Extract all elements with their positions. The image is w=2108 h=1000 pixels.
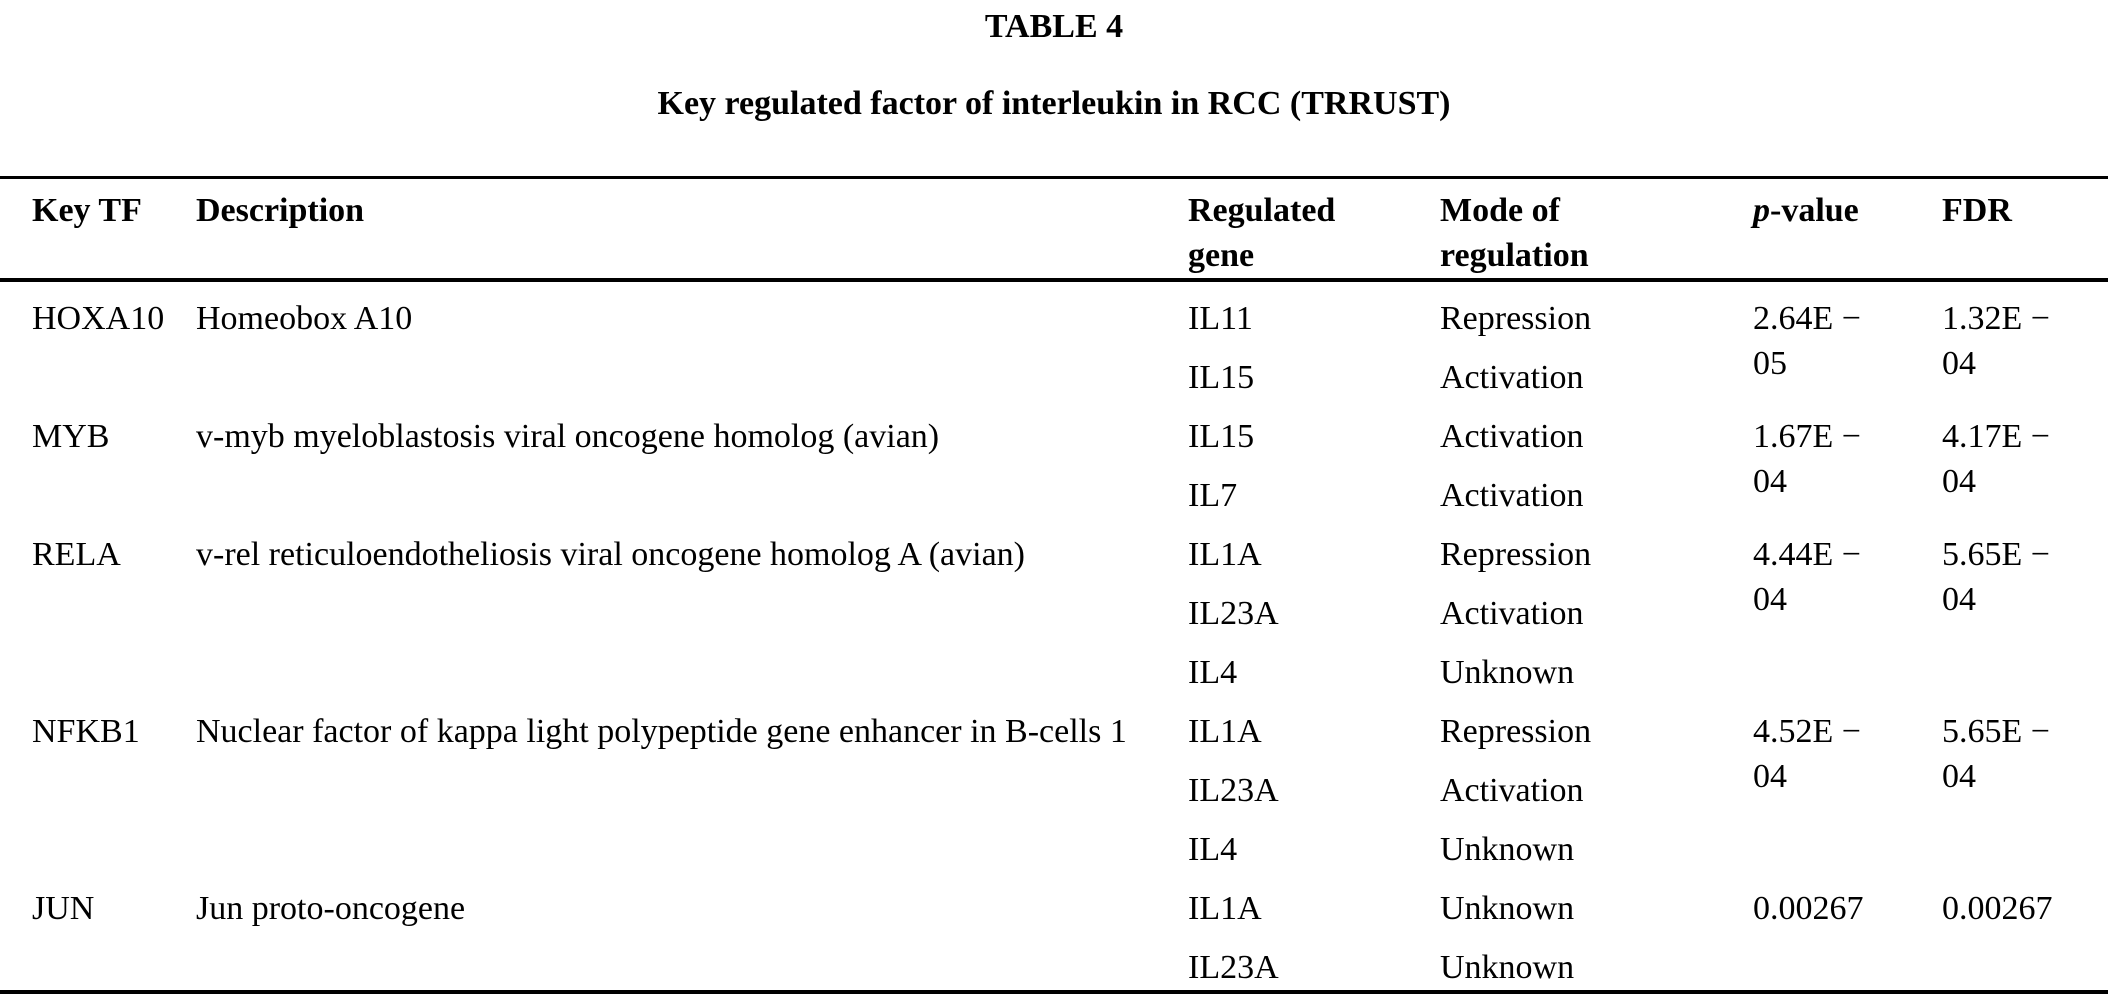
table-row: NFKB1 Nuclear factor of kappa light polyp… xyxy=(0,695,2108,795)
gene-cell: IL4 xyxy=(1188,831,1238,868)
p-value-cell: 1.67E − 04 xyxy=(1753,400,1942,518)
fdr-cell-value: 4.17E − 04 xyxy=(1942,418,2050,500)
fdr-cell: 4.17E − 04 xyxy=(1942,400,2108,518)
p-value-cell: 4.44E − 04 xyxy=(1753,518,1942,695)
mode-cell: Unknown xyxy=(1440,949,1575,986)
mode-cell: Unknown xyxy=(1440,654,1575,691)
table-label: TABLE 4 xyxy=(984,8,1124,45)
gene-cell: IL11 xyxy=(1188,300,1253,337)
table-row: IL23A Activation xyxy=(0,577,2108,636)
description-cell: Jun proto-oncogene xyxy=(196,890,466,927)
table-row: IL15 Activation xyxy=(0,341,2108,400)
p-value-rest: -value xyxy=(1770,192,1859,229)
gene-cell: IL23A xyxy=(1188,949,1279,986)
table-row: IL4 Unknown xyxy=(0,813,2108,872)
fdr-cell-value: 0.00267 xyxy=(1942,890,2053,927)
mode-cell: Unknown xyxy=(1440,890,1575,927)
column-header-regulated-gene-label: Regulated gene xyxy=(1188,192,1336,274)
column-header-regulated-gene: Regulated gene xyxy=(1188,178,1440,281)
gene-cell: IL23A xyxy=(1188,595,1279,632)
p-value-cell: 4.52E − 04 xyxy=(1753,695,1942,872)
fdr-cell-value: 1.32E − 04 xyxy=(1942,300,2050,382)
mode-cell: Activation xyxy=(1440,418,1584,455)
mode-cell: Unknown xyxy=(1440,831,1575,868)
gene-cell: IL1A xyxy=(1188,536,1262,573)
p-value-cell-value: 4.52E − 04 xyxy=(1753,713,1861,795)
table-caption: Key regulated factor of interleukin in R… xyxy=(657,85,1451,122)
column-header-mode-label: Mode of regulation xyxy=(1440,192,1589,274)
fdr-cell-value: 5.65E − 04 xyxy=(1942,536,2050,618)
description-cell: v-rel reticuloendotheliosis viral oncoge… xyxy=(196,536,1025,573)
tf-cell: HOXA10 xyxy=(32,300,165,337)
key-tf-table: Key TF Description Regulated gene Mode o… xyxy=(0,176,2108,994)
p-value-cell-value: 2.64E − 05 xyxy=(1753,300,1861,382)
fdr-cell: 0.00267 xyxy=(1942,872,2108,992)
gene-cell: IL1A xyxy=(1188,713,1262,750)
column-header-description: Description xyxy=(196,192,365,229)
gene-cell: IL15 xyxy=(1188,418,1255,455)
tf-cell: JUN xyxy=(32,890,95,927)
description-cell: v-myb myeloblastosis viral oncogene homo… xyxy=(196,418,940,455)
column-header-mode-of-regulation: Mode of regulation xyxy=(1440,178,1753,281)
description-cell: Nuclear factor of kappa light polypeptid… xyxy=(196,713,1127,750)
table-row: MYB v-myb myeloblastosis viral oncogene h… xyxy=(0,400,2108,500)
p-value-cell: 2.64E − 05 xyxy=(1753,280,1942,400)
column-header-p-value: p-value xyxy=(1753,178,1942,281)
mode-cell: Repression xyxy=(1440,713,1592,750)
mode-cell: Activation xyxy=(1440,595,1584,632)
gene-cell: IL1A xyxy=(1188,890,1262,927)
fdr-cell: 5.65E − 04 xyxy=(1942,518,2108,695)
table-row: IL4 Unknown xyxy=(0,636,2108,695)
table-row: IL23A Unknown xyxy=(0,931,2108,992)
fdr-cell-value: 5.65E − 04 xyxy=(1942,713,2050,795)
tf-cell: NFKB1 xyxy=(32,713,140,750)
description-cell: Homeobox A10 xyxy=(196,300,413,337)
table-body: HOXA10 Homeobox A10 IL11 Repression 2.64E − … xyxy=(0,280,2108,992)
p-value-cell-value: 0.00267 xyxy=(1753,890,1864,927)
table-row: IL23A Activation xyxy=(0,754,2108,813)
p-value-cell: 0.00267 xyxy=(1753,872,1942,992)
mode-cell: Activation xyxy=(1440,772,1584,809)
column-header-key-tf: Key TF xyxy=(32,192,142,229)
header-row: Key TF Description Regulated gene Mode o… xyxy=(0,178,2108,281)
mode-cell: Activation xyxy=(1440,359,1584,396)
table-header: Key TF Description Regulated gene Mode o… xyxy=(0,178,2108,281)
fdr-cell: 5.65E − 04 xyxy=(1942,695,2108,872)
table-row: RELA v-rel reticuloendotheliosis viral on… xyxy=(0,518,2108,618)
fdr-cell: 1.32E − 04 xyxy=(1942,280,2108,400)
table-row: HOXA10 Homeobox A10 IL11 Repression 2.64E − … xyxy=(0,280,2108,382)
gene-cell: IL7 xyxy=(1188,477,1238,514)
tf-cell: RELA xyxy=(32,536,121,573)
mode-cell: Activation xyxy=(1440,477,1584,514)
column-header-fdr: FDR xyxy=(1942,192,2012,229)
p-value-italic-p: p xyxy=(1753,192,1770,229)
gene-cell: IL23A xyxy=(1188,772,1279,809)
mode-cell: Repression xyxy=(1440,300,1592,337)
table-row: IL7 Activation xyxy=(0,459,2108,518)
gene-cell: IL4 xyxy=(1188,654,1238,691)
table-row: JUN Jun proto-oncogene IL1A Unknown 0.00267 0… xyxy=(0,872,2108,931)
gene-cell: IL15 xyxy=(1188,359,1255,396)
mode-cell: Repression xyxy=(1440,536,1592,573)
p-value-cell-value: 1.67E − 04 xyxy=(1753,418,1861,500)
tf-cell: MYB xyxy=(32,418,110,455)
p-value-cell-value: 4.44E − 04 xyxy=(1753,536,1861,618)
